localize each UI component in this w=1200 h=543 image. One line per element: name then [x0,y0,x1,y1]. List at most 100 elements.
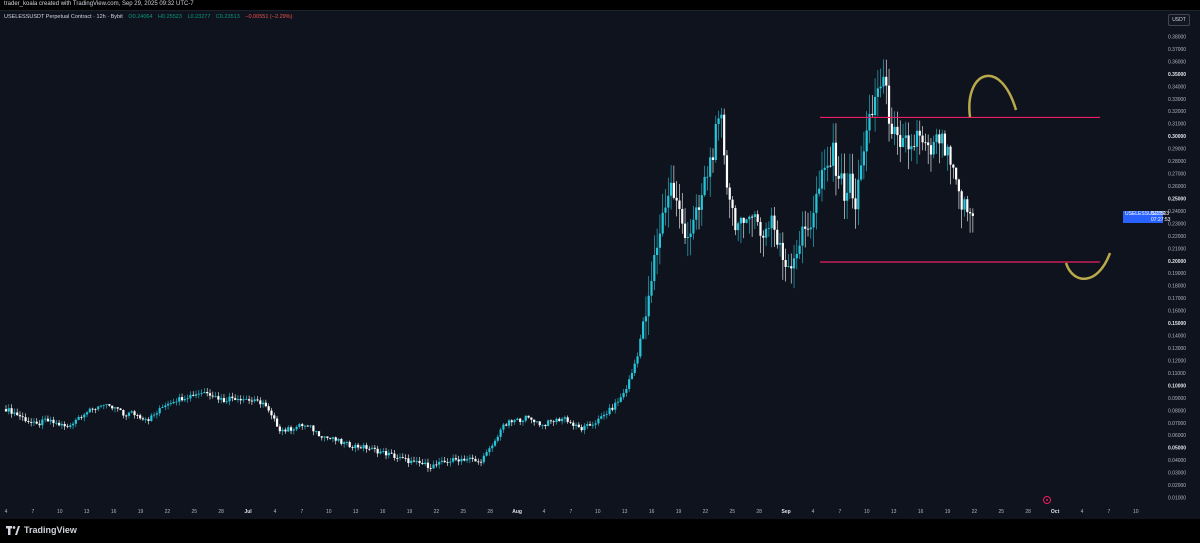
candle-body [639,338,642,357]
candle-body [764,228,768,238]
candle-body [569,421,572,423]
candle-body [370,447,374,449]
candle-body [242,399,245,401]
candle-body [429,467,432,469]
candle-body [345,442,349,443]
tradingview-brand[interactable]: TradingView [6,525,77,535]
time-tick-label: Sep [782,509,791,515]
candle-body [222,398,226,402]
candle-body [376,448,379,454]
symbol-name: USELESSUSDT Perpetual Contract · 12h · B… [4,14,123,20]
candle-body [343,442,346,444]
price-tick-label: 0.23000 [1168,221,1186,227]
candle-body [703,176,706,196]
price-tick-label: 0.14000 [1168,334,1186,340]
candle-body [887,85,891,124]
candle-body [927,142,930,146]
candle-body [723,114,726,156]
candle-body [966,199,969,213]
candle-body [580,427,583,431]
candle-body [904,135,907,139]
candle-body [359,447,362,449]
time-tick-label: Jul [244,509,252,515]
price-tick-label: 0.34000 [1168,84,1186,90]
candle-body [424,462,427,464]
price-tick-label: 0.06000 [1168,433,1186,439]
candle-body [306,425,309,427]
chart-credit: trader_koala created with TradingView.co… [4,1,194,7]
candle-body [516,418,519,421]
time-tick-label: 4 [1081,509,1084,515]
candle-body [317,431,321,437]
candlestick-chart[interactable]: 0.38000 0.37000 0.36000 0.35000 0.34000 0.330… [0,10,1200,519]
candle-body [658,233,661,248]
price-tick-label: 0.05000 [1168,446,1186,452]
horizontal-levels[interactable] [820,116,1100,263]
candle-body [312,425,315,432]
candle-body [683,223,687,239]
time-axis[interactable]: 4 7 10 13 16 19 22 25 28 Jul 4 7 10 13 16 19 22 25 28 Aug 4 7… [5,509,1139,515]
candle-body [689,233,692,237]
time-tick-label: 28 [756,509,762,515]
price-tick-label: 0.33000 [1168,97,1186,103]
candle-body [773,215,776,230]
tradingview-logo-icon [6,525,20,535]
candle-body [351,447,354,449]
time-tick-label: 16 [111,509,117,515]
candle-body [664,207,667,213]
candle-body [340,438,343,444]
candle-body [465,459,469,461]
candle-body [798,245,801,254]
candle-body [588,424,592,426]
time-tick-label: 22 [434,509,440,515]
currency-button[interactable]: USDT [1168,14,1190,26]
candle-body [834,142,838,176]
candle-body [586,424,589,426]
candle-body [264,402,267,407]
candle-body [728,187,731,200]
candle-body [720,114,723,119]
candle-body [667,195,670,208]
candle-body [594,423,597,425]
candle-body [379,451,382,454]
candle-body [600,416,603,419]
candle-body [622,392,625,398]
ohlc-open: O0.24064 [128,14,153,20]
candle-body [737,223,740,231]
candle-body [860,165,863,180]
candle-body [496,436,499,441]
candle-body [854,198,857,210]
candle-body [178,397,181,402]
candle-body [675,197,678,201]
candle-body [549,420,553,422]
candle-body [656,247,659,255]
candle-body [412,460,416,462]
candle-body [801,226,804,246]
candle-body [739,217,743,224]
candle-body [35,421,38,424]
time-tick-label: 13 [622,509,628,515]
candle-body [4,409,8,412]
candle-body [846,192,849,201]
candle-body [273,415,276,419]
candle-body [63,423,66,427]
candle-body [784,259,787,267]
candle-body [245,399,248,400]
candle-body [745,219,748,223]
candle-body [479,461,483,463]
price-tick-label: 0.35000 [1168,72,1186,78]
candle-body [256,399,259,401]
candle-body [175,401,178,403]
price-axis[interactable]: 0.38000 0.37000 0.36000 0.35000 0.34000 0.330… [1168,34,1186,501]
candle-body [510,420,513,423]
candle-body [482,455,485,463]
candle-body [882,76,885,87]
candle-body [438,461,441,465]
candle-body [681,208,684,224]
symbol-legend: USELESSUSDT Perpetual Contract · 12h · B… [4,14,296,20]
price-tick-label: 0.25000 [1168,196,1186,202]
candle-body [418,460,421,463]
marker-icon[interactable] [1043,496,1051,504]
price-tick-label: 0.36000 [1168,59,1186,65]
candle-body [454,458,458,460]
